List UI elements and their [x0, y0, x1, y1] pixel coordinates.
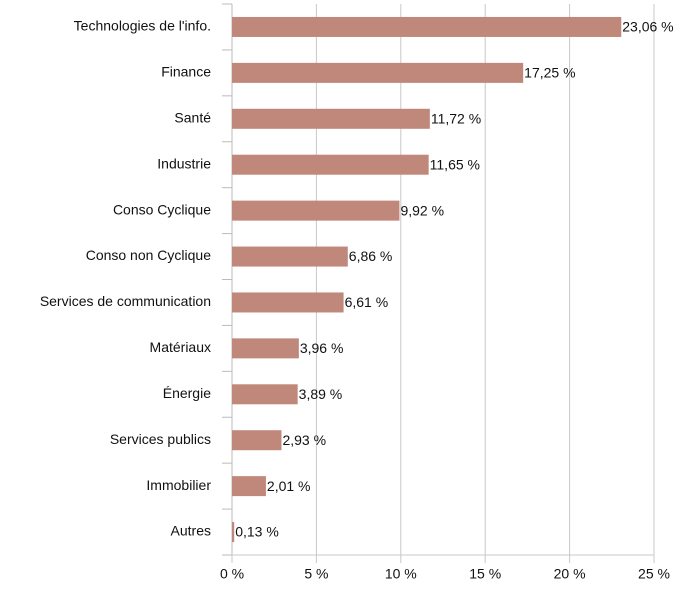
value-label: 6,61 %	[345, 294, 389, 310]
value-label: 11,72 %	[431, 110, 481, 126]
value-label: 11,65 %	[430, 156, 480, 172]
y-tick-label: Services publics	[110, 431, 211, 447]
y-tick-label: Conso non Cyclique	[86, 247, 212, 263]
y-tick-label: Finance	[161, 64, 211, 80]
value-label: 2,93 %	[282, 432, 326, 448]
bar	[232, 246, 348, 267]
y-tick-label: Autres	[171, 523, 211, 539]
y-tick-label: Santé	[174, 109, 211, 125]
bar	[232, 338, 299, 359]
value-label: 23,06 %	[622, 19, 673, 35]
value-label: 9,92 %	[400, 202, 444, 218]
value-label: 3,96 %	[300, 340, 344, 356]
bar	[232, 16, 622, 37]
y-tick-label: Énergie	[163, 385, 211, 401]
x-tick-label: 25 %	[638, 566, 670, 582]
y-tick-label: Conso Cyclique	[113, 201, 211, 217]
x-tick-label: 20 %	[554, 566, 586, 582]
bar	[232, 384, 298, 405]
y-tick-label: Technologies de l'info.	[74, 18, 211, 34]
bar	[232, 62, 524, 83]
x-tick-label: 10 %	[385, 566, 417, 582]
bar	[232, 430, 282, 451]
value-label: 0,13 %	[235, 524, 279, 540]
bar	[232, 476, 266, 497]
y-tick-label: Industrie	[157, 155, 211, 171]
bar	[232, 522, 235, 543]
bar	[232, 200, 400, 221]
y-tick-label: Immobilier	[146, 477, 211, 493]
bar	[232, 154, 429, 175]
bar	[232, 108, 430, 129]
value-label: 3,89 %	[299, 386, 343, 402]
x-tick-label: 5 %	[304, 566, 328, 582]
x-tick-label: 15 %	[469, 566, 501, 582]
x-tick-label: 0 %	[220, 566, 244, 582]
bar	[232, 292, 344, 313]
y-tick-label: Matériaux	[150, 339, 211, 355]
value-label: 17,25 %	[524, 65, 575, 81]
value-label: 6,86 %	[349, 248, 393, 264]
value-label: 2,01 %	[267, 478, 311, 494]
y-tick-label: Services de communication	[40, 293, 211, 309]
